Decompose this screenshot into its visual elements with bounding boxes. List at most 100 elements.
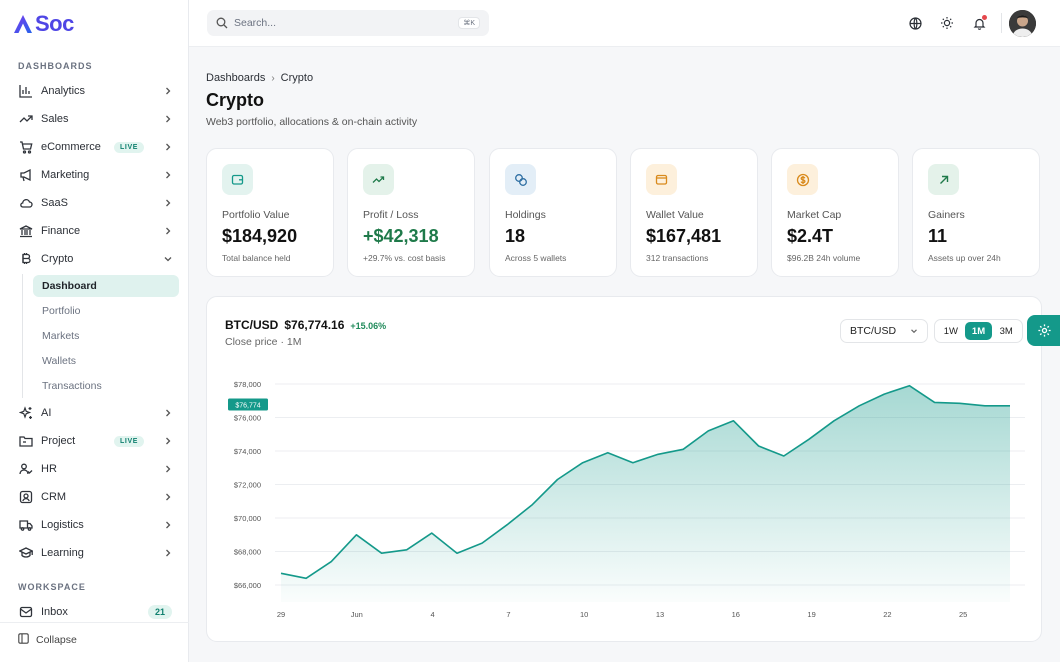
trending-up-icon [363, 164, 394, 195]
stat-value: $2.4T [787, 226, 834, 246]
gear-icon [1037, 324, 1051, 337]
stat-value: 18 [505, 226, 526, 246]
bank-icon [18, 224, 33, 239]
sidebar-item-project[interactable]: Project LIVE [10, 428, 176, 454]
chevron-right-icon [166, 227, 171, 235]
submenu-item-markets[interactable]: Markets [42, 330, 80, 342]
collapse-label: Collapse [36, 634, 77, 646]
section-label-workspace: WORKSPACE [18, 582, 86, 592]
page-subtitle: Web3 portfolio, allocations & on-chain a… [206, 116, 418, 128]
logo-mark-icon [14, 15, 32, 33]
logo[interactable]: Soc [12, 11, 74, 37]
chart-subtitle: Close price · 1M [225, 336, 302, 348]
pair-label: BTC/USD [225, 318, 279, 332]
sidebar-item-sales[interactable]: Sales [10, 106, 176, 132]
cart-icon [18, 140, 33, 155]
sidebar-item-logistics[interactable]: Logistics [10, 512, 176, 538]
submenu-rail [22, 274, 23, 398]
sidebar-item-hr[interactable]: HR [10, 456, 176, 482]
breadcrumb-item-crypto: Crypto [280, 72, 314, 84]
y-tick-label: $68,000 [234, 548, 261, 557]
sidebar-item-label: Learning [41, 547, 84, 559]
sidebar-item-label: eCommerce [41, 141, 101, 153]
chevron-down-icon [164, 257, 172, 262]
stat-subtext: +29.7% vs. cost basis [363, 253, 446, 263]
range-option-1m[interactable]: 1M [964, 322, 993, 340]
search-input[interactable]: Search... ⌘K [207, 10, 489, 36]
sidebar-item-label: Project [41, 435, 76, 447]
submenu-item-dashboard[interactable]: Dashboard [33, 275, 179, 297]
bell-icon[interactable] [971, 15, 987, 31]
sidebar-item-label: AI [41, 407, 52, 419]
sidebar-item-crm[interactable]: CRM [10, 484, 176, 510]
stat-card-market-cap: Market Cap $2.4T $96.2B 24h volume [771, 148, 899, 277]
stat-value: $184,920 [222, 226, 298, 246]
stat-subtext: Across 5 wallets [505, 253, 567, 263]
stat-subtext: Total balance held [222, 253, 291, 263]
sidebar-item-crypto[interactable]: Crypto [10, 246, 176, 272]
globe-icon[interactable] [907, 15, 923, 31]
sidebar-item-finance[interactable]: Finance [10, 218, 176, 244]
sidebar-item-ecommerce[interactable]: eCommerce LIVE [10, 134, 176, 160]
x-tick-label: 7 [506, 610, 510, 619]
topbar-separator [1001, 13, 1002, 33]
sparkles-icon [18, 406, 33, 421]
trending-up-icon [18, 112, 33, 127]
collapse-sidebar-button[interactable]: Collapse [18, 633, 77, 647]
chevron-right-icon [166, 143, 171, 151]
price-value: $76,774.16 [284, 318, 345, 332]
sidebar-item-marketing[interactable]: Marketing [10, 162, 176, 188]
x-tick-label: 22 [883, 610, 891, 619]
sidebar-item-learning[interactable]: Learning [10, 540, 176, 566]
avatar[interactable] [1009, 10, 1036, 37]
submenu-item-transactions[interactable]: Transactions [42, 380, 102, 392]
sun-icon[interactable] [939, 15, 955, 31]
sidebar-item-label: Logistics [41, 519, 84, 531]
stat-label: Holdings [505, 209, 546, 221]
chevron-right-icon [166, 549, 171, 557]
sidebar-divider [0, 622, 189, 623]
folder-icon [18, 434, 33, 449]
range-toggle: 1W 1M 3M [934, 319, 1023, 343]
sidebar-item-inbox[interactable]: Inbox 21 [10, 599, 176, 625]
bar-chart-icon [18, 84, 33, 99]
settings-gear-button[interactable] [1027, 315, 1060, 346]
stat-value: 11 [928, 226, 948, 246]
search-shortcut-badge: ⌘K [458, 17, 480, 29]
sidebar-item-saas[interactable]: SaaS [10, 190, 176, 216]
x-tick-label: Jun [351, 610, 363, 619]
bitcoin-icon [18, 252, 33, 267]
submenu-item-portfolio[interactable]: Portfolio [42, 305, 81, 317]
megaphone-icon [18, 168, 33, 183]
pair-select[interactable]: BTC/USD [840, 319, 928, 343]
truck-icon [18, 518, 33, 533]
users-icon [18, 462, 33, 477]
sidebar-item-ai[interactable]: AI [10, 400, 176, 426]
stat-value: +$42,318 [363, 226, 439, 246]
wallet-icon [646, 164, 677, 195]
chevron-right-icon [166, 171, 171, 179]
pair-select-value: BTC/USD [850, 325, 897, 337]
arrow-up-right-icon [928, 164, 959, 195]
sidebar-item-label: Inbox [41, 606, 68, 618]
series-area [281, 385, 1010, 602]
stat-label: Profit / Loss [363, 209, 419, 221]
chart-header: BTC/USD $76,774.16 +15.06% [225, 318, 386, 332]
breadcrumb-item-dashboards[interactable]: Dashboards [206, 72, 266, 84]
chevron-right-icon: › [271, 72, 275, 84]
y-tick-label: $76,000 [234, 414, 261, 423]
section-label-dashboards: DASHBOARDS [18, 61, 93, 71]
sidebar-item-label: CRM [41, 491, 67, 503]
chevron-right-icon [166, 409, 171, 417]
sidebar-item-analytics[interactable]: Analytics [10, 78, 176, 104]
chevron-right-icon [166, 465, 171, 473]
stat-label: Market Cap [787, 209, 842, 221]
range-option-1w[interactable]: 1W [943, 325, 958, 337]
x-tick-label: 19 [807, 610, 815, 619]
range-option-3m[interactable]: 3M [999, 325, 1013, 337]
y-tick-label: $72,000 [234, 481, 261, 490]
chevron-right-icon [166, 521, 171, 529]
price-change: +15.06% [350, 321, 387, 331]
submenu-item-wallets[interactable]: Wallets [42, 355, 77, 367]
chevron-down-icon [911, 329, 917, 334]
